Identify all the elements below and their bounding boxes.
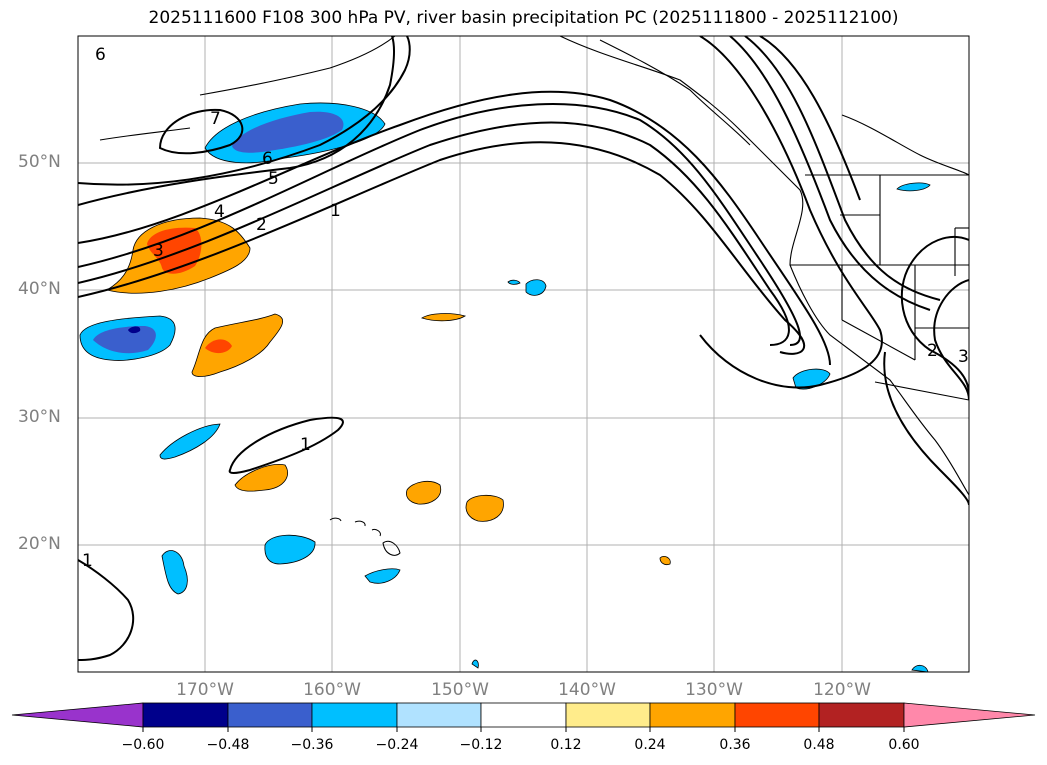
- colorbar-tick-label: 0.24: [634, 737, 666, 753]
- colorbar-extend-min: [11, 702, 144, 728]
- lon-label: 160°W: [303, 680, 361, 700]
- contour-label: 3: [153, 241, 164, 261]
- lat-label: 30°N: [18, 407, 61, 427]
- gridlines: [78, 36, 969, 672]
- lon-label: 120°W: [813, 680, 871, 700]
- contour-label: 1: [82, 551, 93, 571]
- contour-label: 1: [330, 201, 341, 221]
- colorbar-tick-label: 0.48: [803, 737, 835, 753]
- lon-label: 170°W: [176, 680, 234, 700]
- lon-label: 150°W: [431, 680, 489, 700]
- coastlines: [99, 36, 969, 496]
- colorbar-tick-label: 0.60: [888, 737, 920, 753]
- lat-label: 50°N: [18, 152, 61, 172]
- colorbar-tick-marks: [142, 727, 905, 732]
- colorbar-extend-max: [903, 702, 1036, 728]
- hawaii-islands: [329, 517, 401, 556]
- colorbar-tick-label: 0.12: [550, 737, 582, 753]
- contour-label: 2: [256, 215, 267, 235]
- contour-label: 6: [262, 149, 273, 169]
- contour-labels: 6 7 6 5 4 3 2 1 1 1 2 3: [82, 45, 969, 571]
- contour-label: 1: [300, 435, 311, 455]
- contour-label: 6: [95, 45, 106, 65]
- colorbar: [11, 702, 1036, 728]
- lon-label: 130°W: [685, 680, 743, 700]
- contour-label: 2: [927, 341, 938, 361]
- colorbar-tick-label: 0.36: [719, 737, 751, 753]
- contour-label: 3: [958, 347, 969, 367]
- lat-label: 20°N: [18, 534, 61, 554]
- contour-label: 4: [214, 202, 225, 222]
- pv-contours: [78, 36, 969, 661]
- colorbar-tick-label: −0.24: [375, 737, 419, 753]
- colorbar-tick-label: −0.60: [121, 737, 165, 753]
- map-title: 2025111600 F108 300 hPa PV, river basin …: [148, 8, 899, 28]
- colorbar-tick-label: −0.36: [290, 737, 334, 753]
- lon-label: 140°W: [558, 680, 616, 700]
- colorbar-tick-label: −0.48: [206, 737, 250, 753]
- colorbar-tick-label: −0.12: [459, 737, 503, 753]
- plot-frame: [77, 35, 970, 673]
- lat-label: 40°N: [18, 279, 61, 299]
- precip-shading: [79, 102, 931, 672]
- contour-label: 7: [210, 109, 221, 129]
- contour-label: 5: [268, 169, 279, 189]
